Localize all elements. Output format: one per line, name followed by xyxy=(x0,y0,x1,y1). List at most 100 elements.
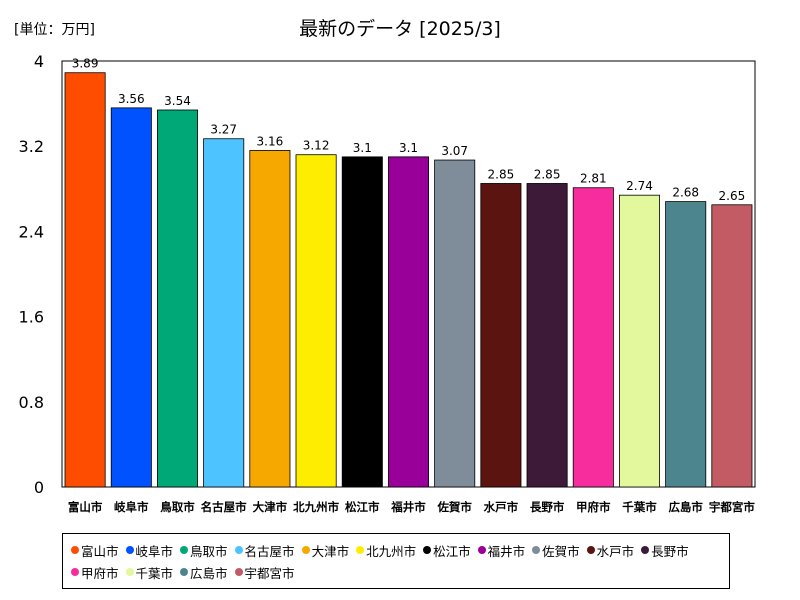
y-tick-label: 1.6 xyxy=(19,308,44,327)
legend-swatch xyxy=(71,568,79,576)
legend-swatch xyxy=(641,546,650,554)
bar xyxy=(619,194,661,488)
y-tick-label: 2.4 xyxy=(19,222,44,241)
x-tick-label: 水戸市 xyxy=(484,500,519,514)
data-label: 3.89 xyxy=(72,57,99,71)
data-label: 3.07 xyxy=(441,144,468,158)
legend-item: 富山市 xyxy=(71,539,119,561)
data-label: 2.65 xyxy=(719,189,746,203)
bar xyxy=(480,183,522,488)
legend-item: 岐阜市 xyxy=(125,539,174,561)
bar-chart: 00.81.62.43.24 3.893.56 3.543.273.16 3.12 3… xyxy=(19,52,756,514)
x-tick-label: 富山市 xyxy=(68,500,103,514)
legend-item: 宇都宮市 xyxy=(234,561,295,583)
legend-label: 鳥取市 xyxy=(190,543,228,559)
x-tick-label: 福井市 xyxy=(390,500,426,514)
x-tick-label: 千葉市 xyxy=(622,500,657,514)
bar xyxy=(64,72,106,488)
data-label: 3.1 xyxy=(353,141,372,155)
bar xyxy=(156,109,198,488)
legend-swatch xyxy=(234,568,243,576)
data-label: 3.12 xyxy=(303,139,330,153)
legend-swatch xyxy=(125,568,134,576)
legend-item: 松江市 xyxy=(423,539,471,561)
y-tick-label: 4 xyxy=(34,52,44,71)
legend-label: 松江市 xyxy=(433,543,471,559)
data-label: 2.68 xyxy=(672,186,699,200)
legend-item: 佐賀市 xyxy=(532,539,580,561)
legend-item: 甲府市 xyxy=(71,561,119,583)
legend-swatch xyxy=(125,546,134,554)
legend-swatch xyxy=(301,546,310,554)
x-tick-label: 大津市 xyxy=(253,500,288,514)
bar xyxy=(711,204,753,488)
bar xyxy=(110,107,152,488)
data-label: 2.74 xyxy=(626,179,653,193)
data-label: 3.27 xyxy=(210,123,237,137)
x-tick-label: 広島市 xyxy=(668,500,703,514)
value-labels: 3.89 3.56 3.54 3.27 3.16 3.12 3.1 3.1 3.07 2.85 2.… xyxy=(72,57,746,203)
bar xyxy=(203,138,245,488)
legend-label: 岐阜市 xyxy=(135,543,174,559)
x-tick-label: 北九州市 xyxy=(293,500,339,514)
legend-swatch xyxy=(180,568,189,576)
legend-label: 宇都宮市 xyxy=(244,565,295,581)
legend-item: 福井市 xyxy=(477,539,525,561)
legend-swatch xyxy=(356,546,365,554)
legend-label: 水戸市 xyxy=(596,543,635,559)
y-tick-label: 0 xyxy=(34,478,44,497)
legend-swatch xyxy=(532,546,541,554)
bar xyxy=(572,187,614,488)
data-label: 2.81 xyxy=(580,172,607,186)
bar xyxy=(249,150,291,488)
bars xyxy=(64,72,753,488)
legend-item: 北九州市 xyxy=(356,539,416,561)
legend-item: 広島市 xyxy=(180,561,228,583)
bar xyxy=(295,154,337,488)
x-tick-label: 松江市 xyxy=(345,500,380,514)
x-tick-label: 名古屋市 xyxy=(201,500,247,514)
legend-swatch xyxy=(477,546,486,554)
data-label: 3.56 xyxy=(118,92,145,106)
legend-item: 鳥取市 xyxy=(180,539,228,561)
legend-item: 千葉市 xyxy=(125,561,174,583)
legend-label: 名古屋市 xyxy=(244,543,295,559)
x-tick-label: 宇都宮市 xyxy=(709,500,755,514)
data-label: 2.85 xyxy=(488,167,515,181)
x-tick-label: 長野市 xyxy=(530,500,565,514)
legend-label: 北九州市 xyxy=(366,543,417,559)
data-label: 2.85 xyxy=(534,167,561,181)
legend-item: 水戸市 xyxy=(586,539,635,561)
x-tick-label: 岐阜市 xyxy=(114,500,149,514)
legend-item: 長野市 xyxy=(641,539,689,561)
legend-label: 大津市 xyxy=(311,543,350,559)
bar xyxy=(526,183,568,488)
x-tick-label: 甲府市 xyxy=(576,500,611,514)
legend-item: 大津市 xyxy=(301,539,350,561)
x-tick-label: 鳥取市 xyxy=(160,500,195,514)
bar xyxy=(387,156,429,488)
unit-label: [単位：万円] xyxy=(14,22,95,38)
bar xyxy=(341,156,383,488)
legend-swatch xyxy=(71,546,79,554)
legend-label: 富山市 xyxy=(81,543,119,559)
data-label: 3.54 xyxy=(164,94,191,108)
x-tick-label: 佐賀市 xyxy=(436,500,472,514)
legend-label: 千葉市 xyxy=(135,565,174,581)
legend-swatch xyxy=(423,546,432,554)
data-label: 3.1 xyxy=(399,141,418,155)
y-tick-label: 0.8 xyxy=(19,393,44,412)
legend-label: 長野市 xyxy=(651,543,689,559)
data-label: 3.16 xyxy=(257,134,284,148)
legend-swatch xyxy=(586,546,595,554)
y-axis: 0 0.8 1.6 2.4 3.2 4 xyxy=(19,52,44,497)
legend-label: 甲府市 xyxy=(81,565,119,581)
legend-label: 広島市 xyxy=(190,565,228,581)
x-axis-labels: 富山市 岐阜市 鳥取市 名古屋市 大津市 北九州市 松江市 福井市 佐賀市 水戸市 長野市 甲府市 千葉… xyxy=(68,500,756,514)
legend-swatch xyxy=(234,546,243,554)
legend-item: 名古屋市 xyxy=(234,539,295,561)
bar xyxy=(434,159,476,488)
chart-title: 最新のデータ [2025/3] xyxy=(299,18,501,40)
y-tick-label: 3.2 xyxy=(19,137,44,156)
legend: 富山市 岐阜市 鳥取市 名古屋市 大津市 北九州市 松江市 福井市 佐賀市 水戸市 長野市甲府市 千葉… xyxy=(62,533,730,589)
